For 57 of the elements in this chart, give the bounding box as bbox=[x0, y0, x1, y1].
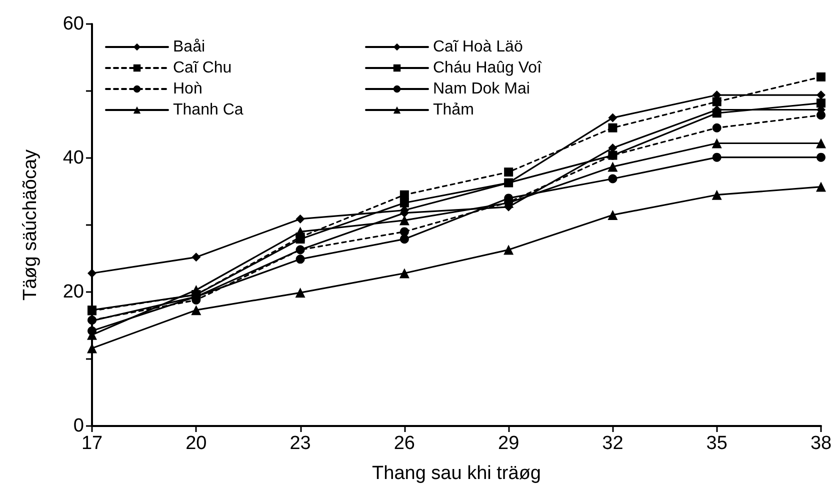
legend-label: Thảm bbox=[433, 102, 474, 118]
point bbox=[608, 113, 618, 122]
point bbox=[816, 110, 826, 120]
point bbox=[712, 123, 722, 132]
x-tick-label: 23 bbox=[290, 433, 311, 454]
legend-label: Cháu Haûg Voî bbox=[433, 60, 542, 76]
point bbox=[816, 72, 826, 82]
point bbox=[191, 305, 202, 316]
point bbox=[816, 182, 826, 192]
point bbox=[295, 288, 306, 298]
legend-label: Caĩ Hoà Läö bbox=[433, 38, 523, 56]
point bbox=[88, 268, 96, 278]
point bbox=[608, 210, 618, 220]
x-tick-label: 26 bbox=[394, 433, 415, 454]
point bbox=[191, 284, 202, 295]
point bbox=[504, 168, 514, 177]
x-tick-label: 20 bbox=[186, 433, 207, 454]
x-axis-title: Thang sau khi träøg bbox=[372, 463, 541, 484]
point bbox=[712, 138, 722, 148]
y-tick-label: 40 bbox=[62, 148, 84, 168]
point bbox=[504, 178, 514, 188]
point bbox=[296, 254, 305, 264]
x-tick-label: 38 bbox=[810, 433, 832, 454]
point bbox=[400, 227, 409, 236]
point bbox=[400, 198, 409, 208]
legend-label: Thanh Ca bbox=[173, 102, 244, 118]
point bbox=[192, 252, 201, 262]
point bbox=[712, 108, 722, 118]
y-tick-label: 60 bbox=[62, 14, 84, 34]
point bbox=[608, 162, 618, 172]
y-tick-label: 0 bbox=[73, 416, 84, 436]
point bbox=[400, 234, 409, 244]
point bbox=[608, 174, 618, 184]
x-tick-label: 32 bbox=[602, 433, 624, 454]
legend-label: Caĩ Chu bbox=[173, 60, 232, 76]
legend-label: Hoǹ bbox=[173, 80, 202, 98]
point bbox=[816, 152, 826, 162]
y-tick-label: 20 bbox=[62, 282, 84, 302]
point bbox=[816, 138, 826, 148]
point bbox=[296, 245, 305, 254]
y-axis-title: Täøg säúchäõcay bbox=[20, 148, 41, 301]
point bbox=[712, 97, 722, 106]
point bbox=[608, 123, 618, 132]
point bbox=[295, 226, 306, 237]
x-tick-label: 35 bbox=[706, 433, 728, 454]
point bbox=[399, 268, 410, 278]
point bbox=[504, 244, 514, 255]
point bbox=[712, 152, 722, 162]
point bbox=[816, 98, 826, 108]
point bbox=[296, 214, 305, 224]
legend-label: Baåi bbox=[173, 38, 206, 56]
point bbox=[816, 90, 826, 100]
legend-label: Nam Dok Mai bbox=[433, 80, 530, 98]
x-tick-label: 17 bbox=[81, 433, 103, 454]
x-tick-label: 29 bbox=[498, 433, 520, 454]
point bbox=[399, 215, 410, 226]
point bbox=[712, 190, 722, 200]
